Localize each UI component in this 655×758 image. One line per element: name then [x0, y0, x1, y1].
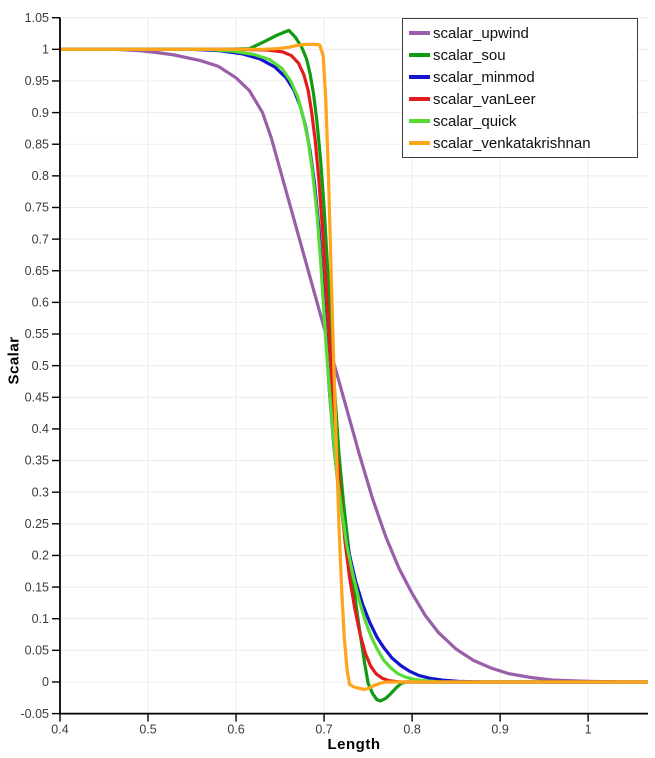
legend-swatch-scalar_upwind: [409, 31, 430, 35]
y-tick-label: 0.9: [32, 106, 49, 120]
y-tick-label: 0.5: [32, 359, 49, 373]
legend-item-scalar_quick: scalar_quick: [409, 114, 635, 129]
y-tick-label: 0.05: [25, 644, 49, 658]
x-tick-label: 0.7: [315, 723, 332, 737]
y-tick-label: 0.7: [32, 232, 49, 246]
x-tick-label: 0.6: [227, 723, 244, 737]
y-tick-label: 0.3: [32, 485, 49, 499]
x-tick-label: 1: [585, 723, 592, 737]
legend-label: scalar_upwind: [433, 24, 529, 42]
y-tick-label: 0.1: [32, 612, 49, 626]
y-axis-title: Scalar: [5, 336, 23, 385]
legend-swatch-scalar_quick: [409, 119, 430, 123]
legend-item-scalar_upwind: scalar_upwind: [409, 26, 635, 41]
y-tick-label: 0.35: [25, 454, 49, 468]
legend-swatch-scalar_sou: [409, 53, 430, 57]
series-line-scalar_vanLeer: [60, 47, 648, 684]
y-tick-label: 0.75: [25, 201, 49, 215]
legend-label: scalar_quick: [433, 112, 517, 130]
y-tick-label: -0.05: [21, 707, 50, 721]
legend-item-scalar_sou: scalar_sou: [409, 48, 635, 63]
legend-swatch-scalar_venkatakrishnan: [409, 141, 430, 145]
y-tick-label: 0.8: [32, 169, 49, 183]
x-tick-label: 0.8: [403, 723, 420, 737]
y-tick-label: 0.95: [25, 74, 49, 88]
legend-item-scalar_venkatakrishnan: scalar_venkatakrishnan: [409, 136, 635, 151]
y-tick-label: 0.55: [25, 327, 49, 341]
y-tick-label: 0.6: [32, 296, 49, 310]
legend-label: scalar_vanLeer: [433, 90, 536, 108]
legend-item-scalar_vanLeer: scalar_vanLeer: [409, 92, 635, 107]
legend-label: scalar_venkatakrishnan: [433, 134, 591, 152]
y-tick-label: 0.4: [32, 422, 49, 436]
legend-label: scalar_sou: [433, 46, 506, 64]
legend-item-scalar_minmod: scalar_minmod: [409, 70, 635, 85]
legend-swatch-scalar_vanLeer: [409, 97, 430, 101]
legend-swatch-scalar_minmod: [409, 75, 430, 79]
y-tick-label: 1.05: [25, 11, 49, 25]
series-line-scalar_quick: [60, 47, 648, 684]
series-line-scalar_venkatakrishnan: [60, 42, 648, 692]
x-tick-label: 0.9: [491, 723, 508, 737]
y-tick-label: 1: [42, 43, 49, 57]
y-tick-label: 0: [42, 675, 49, 689]
legend-label: scalar_minmod: [433, 68, 535, 86]
x-tick-label: 0.4: [51, 723, 68, 737]
y-tick-label: 0.85: [25, 137, 49, 151]
y-tick-label: 0.2: [32, 549, 49, 563]
x-tick-label: 0.5: [139, 723, 156, 737]
y-tick-label: 0.65: [25, 264, 49, 278]
x-axis-title: Length: [327, 736, 381, 753]
y-tick-label: 0.25: [25, 517, 49, 531]
y-tick-label: 0.15: [25, 580, 49, 594]
y-tick-label: 0.45: [25, 390, 49, 404]
